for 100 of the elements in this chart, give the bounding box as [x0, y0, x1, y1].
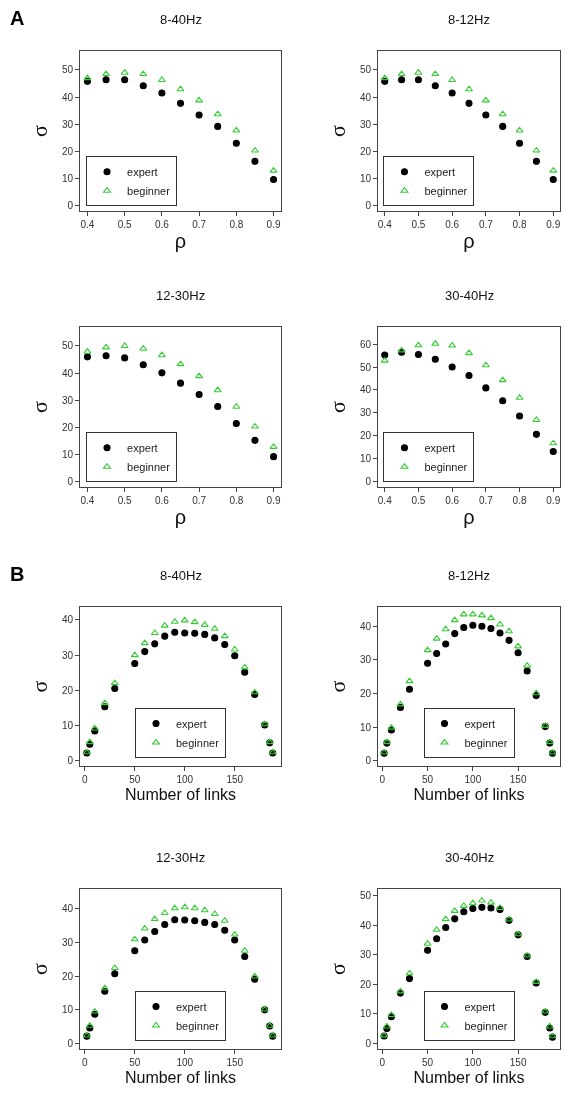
- x-axis-title: ρ: [174, 505, 187, 528]
- y-tick-label: 40: [61, 614, 74, 626]
- x-tick-label: 0.9: [266, 219, 281, 230]
- x-tick-label: 100: [176, 1057, 194, 1068]
- y-tick-label: 20: [359, 430, 372, 442]
- y-tick-label: 0: [365, 200, 372, 212]
- y-tick-label: 30: [359, 407, 372, 419]
- y-tick-label: 50: [359, 361, 372, 373]
- y-tick-label: 60: [359, 338, 372, 350]
- x-tick-label: 0.4: [377, 495, 393, 506]
- legend-label: beginner: [176, 736, 220, 749]
- x-axis-title: ρ: [463, 229, 475, 252]
- y-tick-label: 30: [359, 949, 372, 961]
- y-tick-label: 20: [359, 978, 372, 990]
- legend-label: expert: [127, 441, 158, 454]
- y-tick-label: 50: [61, 64, 74, 76]
- x-tick-label: 0: [379, 1057, 386, 1068]
- x-tick-label: 0.5: [411, 219, 426, 230]
- y-tick-label: 30: [61, 394, 74, 406]
- x-tick-label: 100: [464, 774, 482, 785]
- x-tick-label: 50: [422, 774, 434, 785]
- y-tick-label: 10: [61, 448, 74, 460]
- x-axis-title: Number of links: [413, 1068, 525, 1086]
- x-axis-title: Number of links: [124, 785, 237, 803]
- x-axis-title: ρ: [174, 229, 187, 252]
- x-tick-label: 0: [82, 1057, 89, 1068]
- legend-label: beginner: [424, 460, 468, 473]
- x-tick-label: 100: [176, 774, 194, 785]
- x-tick-label: 0.8: [229, 219, 244, 230]
- legend-label: expert: [127, 165, 158, 178]
- y-axis-title: σ: [324, 400, 350, 413]
- chart-title: 12-30Hz: [156, 850, 206, 865]
- y-axis-title: σ: [26, 124, 52, 137]
- text: A: [10, 7, 25, 29]
- x-tick-label: 0.9: [546, 219, 561, 230]
- x-tick-label: 0.7: [478, 495, 494, 506]
- legend-label: beginner: [127, 460, 171, 473]
- y-tick-label: 20: [61, 970, 74, 982]
- y-tick-label: 0: [67, 754, 74, 766]
- y-axis-title: σ: [26, 400, 52, 413]
- x-tick-label: 0.6: [154, 495, 170, 506]
- x-tick-label: 0.6: [445, 219, 460, 230]
- y-tick-label: 40: [61, 903, 74, 915]
- y-tick-label: 0: [365, 755, 372, 767]
- x-tick-label: 0: [82, 774, 89, 785]
- y-tick-label: 30: [359, 118, 372, 130]
- y-tick-label: 10: [61, 1004, 74, 1016]
- x-tick-label: 150: [509, 1057, 527, 1068]
- y-tick-label: 10: [61, 172, 74, 184]
- y-tick-label: 20: [359, 145, 372, 157]
- y-tick-label: 10: [359, 1008, 372, 1020]
- y-tick-label: 10: [359, 453, 372, 465]
- y-tick-label: 10: [61, 719, 74, 731]
- legend-label: beginner: [464, 1019, 508, 1032]
- chart-title: 8-40Hz: [160, 12, 202, 27]
- y-tick-label: 20: [61, 145, 74, 157]
- x-tick-label: 0.5: [117, 219, 133, 230]
- y-tick-label: 10: [359, 172, 372, 184]
- y-tick-label: 30: [61, 649, 74, 661]
- y-axis-title: σ: [324, 962, 350, 975]
- y-tick-label: 40: [359, 91, 372, 103]
- x-tick-label: 0.6: [445, 495, 460, 506]
- x-axis-title: Number of links: [124, 1068, 237, 1086]
- y-tick-label: 0: [365, 476, 372, 488]
- y-tick-label: 50: [61, 340, 74, 352]
- x-tick-label: 0.5: [117, 495, 133, 506]
- y-axis-title: σ: [26, 680, 52, 693]
- x-tick-label: 0.7: [478, 219, 494, 230]
- legend-label: beginner: [127, 184, 171, 197]
- x-tick-label: 0.4: [80, 495, 95, 506]
- x-tick-label: 50: [129, 774, 141, 785]
- chart-title: 30-40Hz: [445, 288, 495, 303]
- x-tick-label: 0.8: [512, 219, 527, 230]
- y-tick-label: 0: [67, 476, 74, 488]
- legend-label: expert: [464, 717, 496, 730]
- x-tick-label: 0: [379, 774, 386, 785]
- x-tick-label: 0.5: [411, 495, 426, 506]
- y-tick-label: 50: [359, 64, 372, 76]
- y-tick-label: 40: [359, 384, 372, 396]
- x-tick-label: 0.7: [192, 219, 207, 230]
- legend-label: expert: [424, 165, 456, 178]
- y-tick-label: 40: [359, 919, 372, 931]
- y-tick-label: 40: [61, 91, 74, 103]
- x-tick-label: 50: [129, 1057, 141, 1068]
- y-tick-label: 0: [67, 200, 74, 212]
- y-tick-label: 0: [365, 1037, 372, 1049]
- chart-title: 8-12Hz: [448, 568, 490, 583]
- x-tick-label: 50: [422, 1057, 434, 1068]
- x-axis-title: Number of links: [413, 785, 525, 803]
- legend-label: beginner: [464, 736, 508, 749]
- y-tick-label: 20: [359, 688, 372, 700]
- y-tick-label: 30: [359, 654, 372, 666]
- y-tick-label: 20: [61, 421, 74, 433]
- legend-label: expert: [464, 1000, 496, 1013]
- y-axis-title: σ: [324, 124, 350, 137]
- x-tick-label: 0.8: [512, 495, 527, 506]
- y-tick-label: 30: [61, 118, 74, 130]
- y-tick-label: 50: [359, 890, 372, 902]
- x-tick-label: 0.4: [377, 219, 393, 230]
- chart-title: 8-40Hz: [160, 568, 202, 583]
